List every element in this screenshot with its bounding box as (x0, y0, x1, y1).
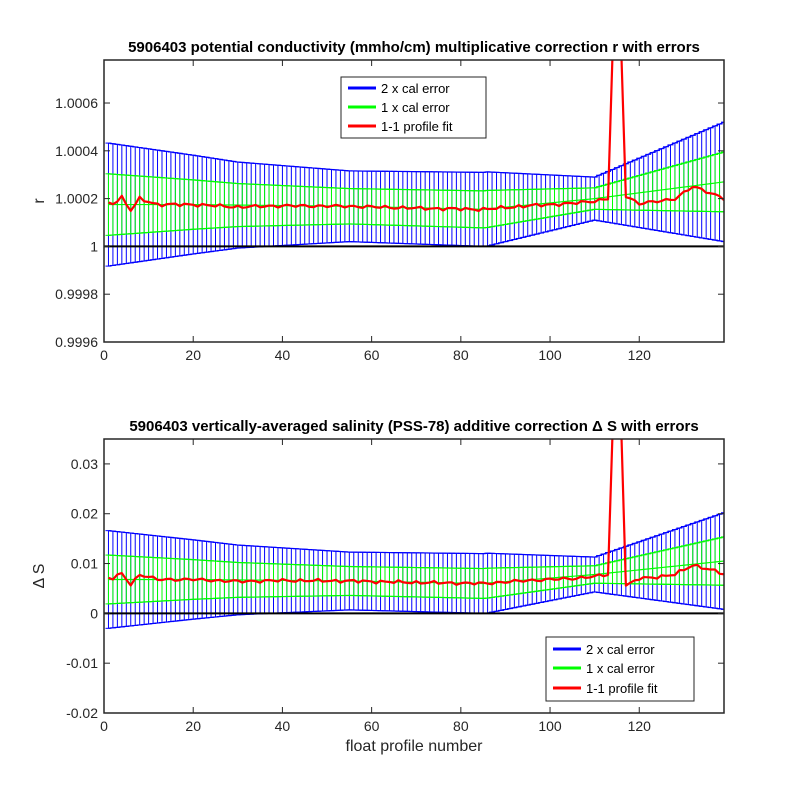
top-x-tick-label: 60 (364, 347, 380, 363)
bottom-legend-label-1x: 1 x cal error (586, 661, 655, 676)
bottom-chart-title: 5906403 vertically-averaged salinity (PS… (129, 418, 698, 435)
top-x-tick-label: 80 (453, 347, 469, 363)
top-series-1x-upper (108, 151, 724, 192)
top-y-tick-label: 1 (90, 238, 98, 254)
bottom-x-tick-label: 20 (185, 718, 201, 734)
top-series-2x-upper (108, 121, 724, 178)
top-legend-label-1x: 1 x cal error (381, 100, 450, 115)
bottom-series-2x-upper (108, 512, 724, 558)
top-chart-title: 5906403 potential conductivity (mmho/cm)… (128, 39, 700, 56)
top-chart: 5906403 potential conductivity (mmho/cm)… (31, 39, 725, 363)
bottom-series-layer (104, 439, 724, 629)
top-legend-label-2x: 2 x cal error (381, 81, 450, 96)
bottom-chart: 5906403 vertically-averaged salinity (PS… (31, 418, 725, 755)
top-y-tick-label: 1.0004 (55, 143, 98, 159)
bottom-series-1x-upper (108, 536, 724, 570)
top-series-1x-lower (108, 208, 724, 236)
top-y-tick-label: 0.9996 (55, 334, 98, 350)
bottom-y-tick-label: -0.02 (66, 705, 98, 721)
bottom-y-tick-label: 0.01 (71, 556, 98, 572)
bottom-series-profile-fit (108, 439, 724, 587)
bottom-legend-label-2x: 2 x cal error (586, 642, 655, 657)
bottom-x-tick-label: 40 (275, 718, 291, 734)
bottom-legend-label-fit: 1-1 profile fit (586, 681, 658, 696)
bottom-legend: 2 x cal error 1 x cal error 1-1 profile … (545, 636, 695, 702)
bottom-y-tick-label: 0 (90, 605, 98, 621)
bottom-y-tick-label: -0.01 (66, 655, 98, 671)
top-series-profile-fit (108, 60, 724, 213)
bottom-x-axis-label: float profile number (346, 738, 484, 755)
bottom-series-1x-lower (108, 582, 724, 605)
top-legend-label-fit: 1-1 profile fit (381, 119, 453, 134)
top-y-tick-label: 1.0002 (55, 191, 98, 207)
bottom-x-tick-label: 100 (538, 718, 562, 734)
bottom-x-tick-label: 60 (364, 718, 380, 734)
top-x-tick-label: 40 (275, 347, 291, 363)
top-axes-ticks: 0 20 40 60 80 100 120 0.9996 0.9998 1 1.0002 1.0004… (55, 60, 724, 363)
bottom-errorbars-1x (105, 536, 724, 605)
bottom-x-tick-label: 0 (100, 718, 108, 734)
bottom-x-tick-label: 80 (453, 718, 469, 734)
bottom-plot-frame (103, 438, 725, 714)
bottom-y-tick-label: 0.02 (71, 506, 98, 522)
top-y-axis-label: r (31, 198, 48, 204)
top-legend: 2 x cal error 1 x cal error 1-1 profile … (340, 76, 487, 139)
top-series-2x-lower (108, 219, 724, 267)
top-y-tick-label: 0.9998 (55, 286, 98, 302)
top-x-tick-label: 100 (538, 347, 562, 363)
bottom-x-tick-label: 120 (628, 718, 652, 734)
top-plot-frame (103, 59, 725, 343)
bottom-series-2x-lower (108, 591, 724, 629)
top-x-tick-label: 0 (100, 347, 108, 363)
top-series-layer (104, 60, 724, 267)
bottom-y-axis-label: Δ S (31, 564, 48, 589)
top-y-tick-label: 1.0006 (55, 95, 98, 111)
bottom-y-tick-label: 0.03 (71, 456, 98, 472)
top-x-tick-label: 20 (185, 347, 201, 363)
top-x-tick-label: 120 (628, 347, 652, 363)
bottom-axes-ticks: 0 20 40 60 80 100 120 -0.02 -0.01 0 0.01 0.02 0.03 (66, 439, 724, 734)
